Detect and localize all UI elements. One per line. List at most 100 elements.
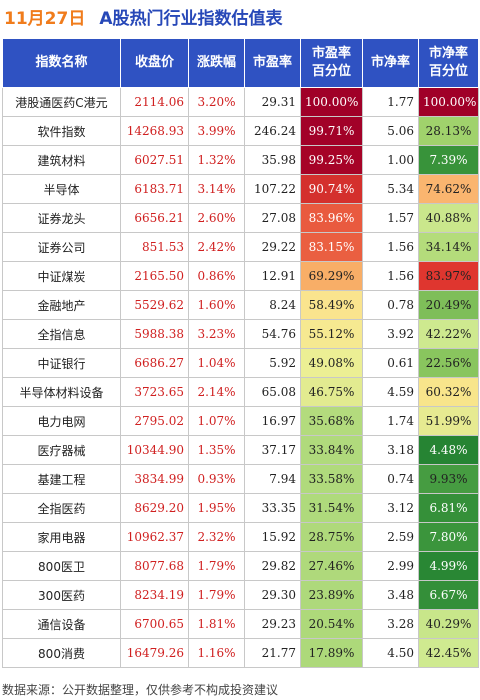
cell-pb: 3.92: [362, 319, 419, 349]
cell-pe-pct: 17.89%: [300, 638, 363, 668]
cell-index-name: 中证银行: [2, 348, 121, 378]
col-header-name: 指数名称: [2, 38, 121, 88]
cell-pb-pct: 34.14%: [418, 232, 479, 262]
cell-pb-pct: 28.13%: [418, 116, 479, 146]
cell-pe-pct: 69.29%: [300, 261, 363, 291]
cell-pe: 8.24: [244, 290, 301, 320]
cell-index-name: 建筑材料: [2, 145, 121, 175]
cell-close: 8077.68: [120, 551, 189, 581]
cell-close: 6183.71: [120, 174, 189, 204]
cell-pe: 65.08: [244, 377, 301, 407]
cell-change: 2.60%: [188, 203, 245, 233]
cell-pe: 37.17: [244, 435, 301, 465]
title-text: A股热门行业指数估值表: [99, 9, 283, 29]
cell-pb: 1.77: [362, 87, 419, 117]
cell-pb: 4.50: [362, 638, 419, 668]
cell-pb-pct: 40.29%: [418, 609, 479, 639]
cell-change: 0.86%: [188, 261, 245, 291]
cell-close: 10344.90: [120, 435, 189, 465]
cell-index-name: 证券公司: [2, 232, 121, 262]
cell-change: 1.81%: [188, 609, 245, 639]
cell-pe: 29.31: [244, 87, 301, 117]
table-row: 医疗器械 10344.90 1.35% 37.17 33.84% 3.18 4.48%: [2, 435, 479, 465]
cell-index-name: 半导体材料设备: [2, 377, 121, 407]
cell-pb: 0.78: [362, 290, 419, 320]
cell-close: 5529.62: [120, 290, 189, 320]
cell-index-name: 证券龙头: [2, 203, 121, 233]
cell-pb: 3.28: [362, 609, 419, 639]
cell-index-name: 基建工程: [2, 464, 121, 494]
cell-change: 3.20%: [188, 87, 245, 117]
table-row: 中证银行 6686.27 1.04% 5.92 49.08% 0.61 22.56%: [2, 348, 479, 378]
cell-change: 3.99%: [188, 116, 245, 146]
cell-pe-pct: 31.54%: [300, 493, 363, 523]
cell-pe: 246.24: [244, 116, 301, 146]
cell-pb: 0.74: [362, 464, 419, 494]
table-row: 建筑材料 6027.51 1.32% 35.98 99.25% 1.00 7.39%: [2, 145, 479, 175]
cell-pe: 15.92: [244, 522, 301, 552]
cell-pe-pct: 33.84%: [300, 435, 363, 465]
cell-pe-pct: 99.71%: [300, 116, 363, 146]
cell-pe-pct: 83.96%: [300, 203, 363, 233]
table-row: 证券公司 851.53 2.42% 29.22 83.15% 1.56 34.14%: [2, 232, 479, 262]
cell-pb-pct: 100.00%: [418, 87, 479, 117]
cell-close: 6686.27: [120, 348, 189, 378]
cell-index-name: 港股通医药C港元: [2, 87, 121, 117]
cell-pb-pct: 6.67%: [418, 580, 479, 610]
table-body: 港股通医药C港元 2114.06 3.20% 29.31 100.00% 1.77 100.…: [2, 87, 479, 668]
table-row: 半导体 6183.71 3.14% 107.22 90.74% 5.34 74.62%: [2, 174, 479, 204]
cell-index-name: 全指信息: [2, 319, 121, 349]
col-header-pb-pct-text: 市净率百分位: [429, 46, 469, 79]
cell-change: 3.23%: [188, 319, 245, 349]
cell-pb: 2.59: [362, 522, 419, 552]
cell-change: 3.14%: [188, 174, 245, 204]
cell-pb: 1.56: [362, 261, 419, 291]
cell-pe: 33.35: [244, 493, 301, 523]
cell-close: 10962.37: [120, 522, 189, 552]
cell-pb: 2.99: [362, 551, 419, 581]
cell-index-name: 电力电网: [2, 406, 121, 436]
cell-pb: 1.00: [362, 145, 419, 175]
cell-index-name: 医疗器械: [2, 435, 121, 465]
cell-pb-pct: 51.99%: [418, 406, 479, 436]
cell-index-name: 800消费: [2, 638, 121, 668]
cell-pe: 12.91: [244, 261, 301, 291]
cell-pe-pct: 33.58%: [300, 464, 363, 494]
cell-pb-pct: 9.93%: [418, 464, 479, 494]
cell-close: 2795.02: [120, 406, 189, 436]
cell-index-name: 全指医药: [2, 493, 121, 523]
cell-close: 2165.50: [120, 261, 189, 291]
cell-pe: 5.92: [244, 348, 301, 378]
cell-pb-pct: 42.22%: [418, 319, 479, 349]
cell-close: 8234.19: [120, 580, 189, 610]
cell-pb-pct: 6.81%: [418, 493, 479, 523]
col-header-pb: 市净率: [362, 38, 419, 88]
cell-pe: 21.77: [244, 638, 301, 668]
cell-index-name: 800医卫: [2, 551, 121, 581]
cell-pe-pct: 20.54%: [300, 609, 363, 639]
cell-pe-pct: 28.75%: [300, 522, 363, 552]
cell-pb: 1.56: [362, 232, 419, 262]
cell-index-name: 半导体: [2, 174, 121, 204]
cell-pb: 3.48: [362, 580, 419, 610]
cell-pb-pct: 60.32%: [418, 377, 479, 407]
table-row: 通信设备 6700.65 1.81% 29.23 20.54% 3.28 40.29%: [2, 609, 479, 639]
cell-close: 8629.20: [120, 493, 189, 523]
table-row: 证券龙头 6656.21 2.60% 27.08 83.96% 1.57 40.88%: [2, 203, 479, 233]
col-header-pe-pct: 市盈率百分位: [300, 38, 363, 88]
cell-index-name: 中证煤炭: [2, 261, 121, 291]
cell-pb-pct: 20.49%: [418, 290, 479, 320]
cell-close: 3723.65: [120, 377, 189, 407]
table-row: 基建工程 3834.99 0.93% 7.94 33.58% 0.74 9.93%: [2, 464, 479, 494]
cell-change: 1.04%: [188, 348, 245, 378]
cell-pe-pct: 99.25%: [300, 145, 363, 175]
col-header-pb-pct: 市净率百分位: [418, 38, 479, 88]
cell-pb-pct: 4.48%: [418, 435, 479, 465]
cell-pb: 5.34: [362, 174, 419, 204]
table-row: 电力电网 2795.02 1.07% 16.97 35.68% 1.74 51.99%: [2, 406, 479, 436]
cell-pe-pct: 55.12%: [300, 319, 363, 349]
col-header-pe-pct-text: 市盈率百分位: [311, 46, 351, 79]
cell-close: 2114.06: [120, 87, 189, 117]
cell-change: 2.42%: [188, 232, 245, 262]
valuation-table: 指数名称 收盘价 涨跌幅 市盈率 市盈率百分位 市净率 市净率百分位 港股通医药…: [2, 38, 479, 668]
